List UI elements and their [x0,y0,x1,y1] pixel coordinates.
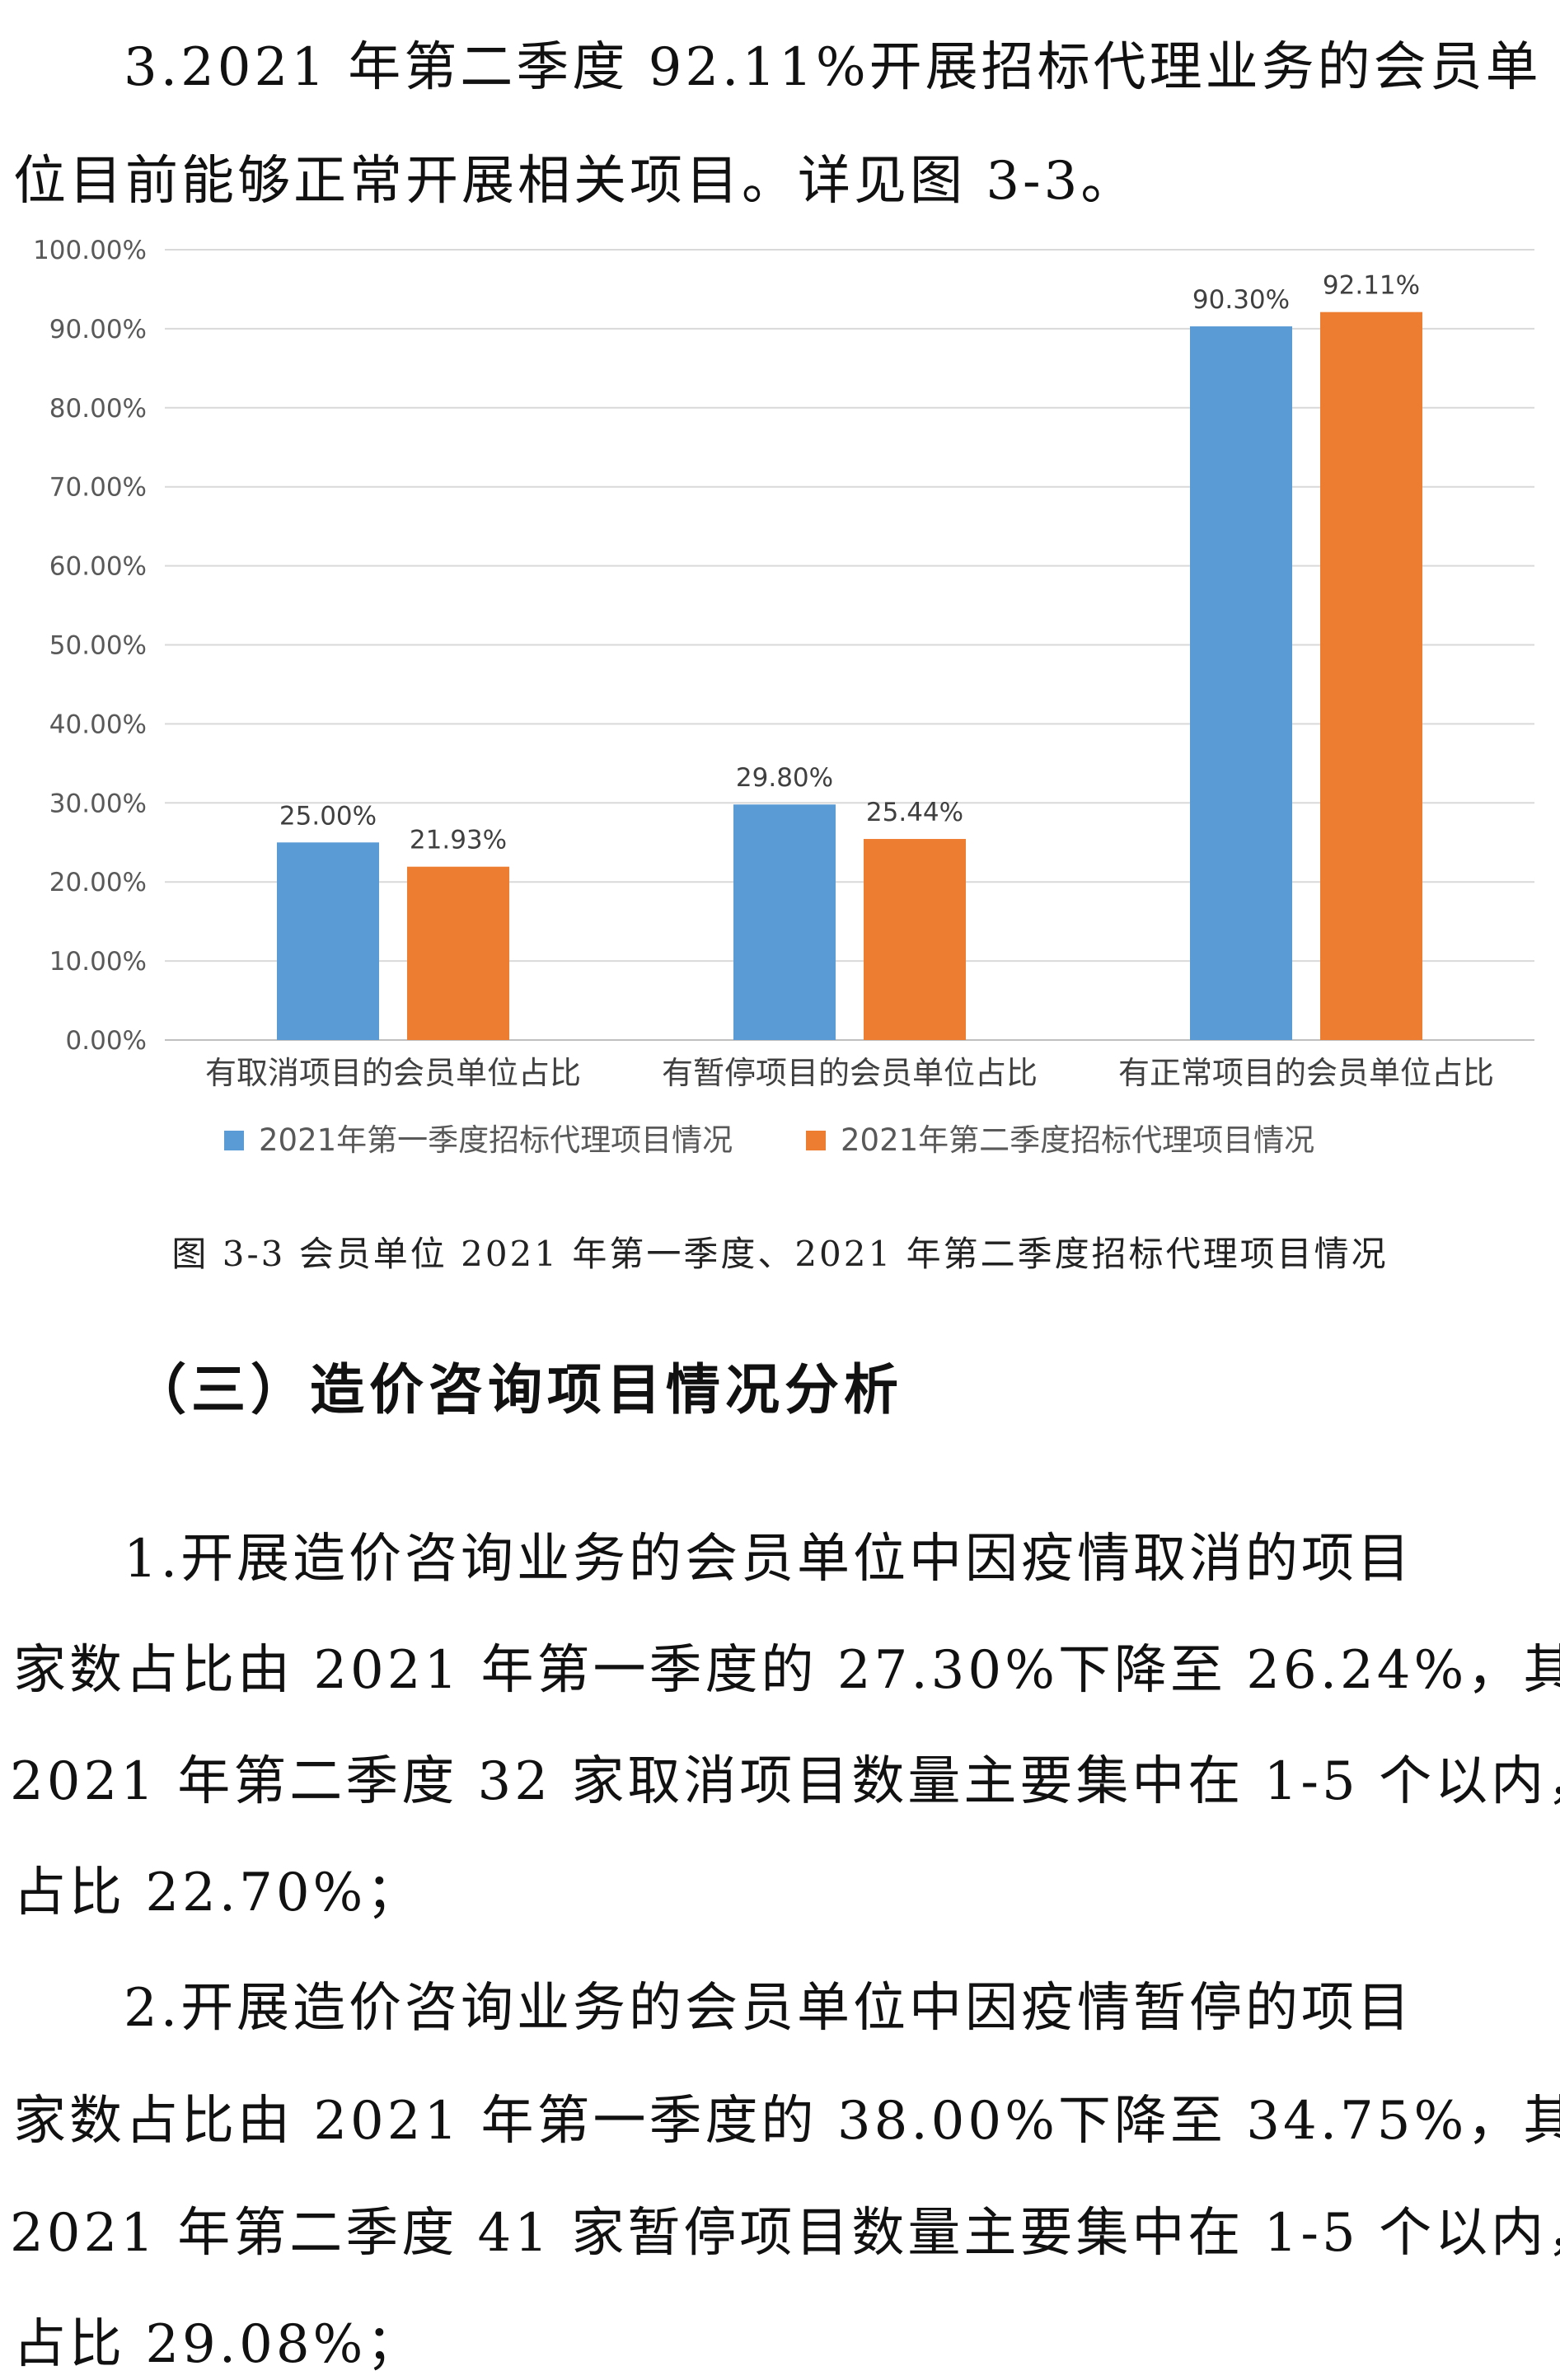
data-label: 92.11% [1323,271,1420,301]
section-heading: （三）造价咨询项目情况分析 [132,1358,903,1422]
para2-line-4: 占比 29.08%； [13,2314,423,2375]
y-tick-label: 80.00% [49,394,147,424]
legend-label: 2021年第二季度招标代理项目情况 [841,1122,1314,1158]
y-tick-label: 10.00% [49,947,147,977]
y-axis-ticks: 0.00% 10.00% 20.00% 30.00% 40.00% 50.00% 60.00… [33,236,147,1056]
y-tick-label: 60.00% [49,552,147,582]
para1-line-3: 2021 年第二季度 32 家取消项目数量主要集中在 1-5 个以内， [10,1751,1560,1812]
data-label: 90.30% [1192,285,1290,315]
x-category-label: 有暂停项目的会员单位占比 [662,1055,1038,1091]
data-label: 21.93% [410,826,507,855]
data-label: 25.44% [866,798,963,827]
y-tick-label: 30.00% [49,789,147,818]
para2-line-2: 家数占比由 2021 年第一季度的 38.00%下降至 34.75%，其中 [13,2091,1560,2152]
legend-swatch [224,1131,244,1150]
intro-line-1: 3.2021 年第二季度 92.11%开展招标代理业务的会员单 [124,37,1542,98]
y-tick-label: 70.00% [49,473,147,503]
x-category-label: 有正常项目的会员单位占比 [1118,1055,1494,1091]
y-tick-label: 100.00% [33,236,147,265]
bar [1320,312,1422,1040]
data-label: 25.00% [279,801,377,831]
intro-line-2: 位目前能够正常开展相关项目。详见图 3-3。 [13,151,1137,212]
para1-line-4: 占比 22.70%； [13,1862,423,1923]
legend-swatch [806,1131,826,1150]
bar [407,866,509,1040]
y-tick-label: 20.00% [49,868,147,897]
para1-line-1: 1.开展造价咨询业务的会员单位中因疫情取消的项目 [124,1529,1414,1590]
y-tick-label: 50.00% [49,631,147,661]
x-category-label: 有取消项目的会员单位占比 [205,1055,581,1091]
x-axis-categories: 有取消项目的会员单位占比 有暂停项目的会员单位占比 有正常项目的会员单位占比 [205,1055,1494,1091]
figure-caption: 图 3-3 会员单位 2021 年第一季度、2021 年第二季度招标代理项目情况 [171,1234,1389,1274]
y-tick-label: 40.00% [49,710,147,739]
chart-data-labels: 25.00% 21.93% 29.80% 25.44% 90.30% 92.11% [279,271,1420,855]
data-label: 29.80% [736,763,833,793]
para1-line-2: 家数占比由 2021 年第一季度的 27.30%下降至 26.24%，其中 [13,1640,1560,1701]
chart-bars [277,312,1422,1040]
bar [277,842,379,1040]
chart-legend: 2021年第一季度招标代理项目情况 2021年第二季度招标代理项目情况 [224,1122,1314,1158]
para2-line-3: 2021 年第二季度 41 家暂停项目数量主要集中在 1-5 个以内， [10,2203,1560,2264]
bar [864,839,966,1040]
chart-gridlines [165,249,1534,1041]
bar-chart: 0.00% 10.00% 20.00% 30.00% 40.00% 50.00% 60.00… [33,236,1534,1158]
para2-line-1: 2.开展造价咨询业务的会员单位中因疫情暂停的项目 [124,1978,1414,2039]
bar [1190,326,1292,1040]
y-tick-label: 90.00% [49,315,147,344]
bar [733,804,836,1040]
legend-label: 2021年第一季度招标代理项目情况 [259,1122,733,1158]
y-tick-label: 0.00% [66,1026,147,1056]
